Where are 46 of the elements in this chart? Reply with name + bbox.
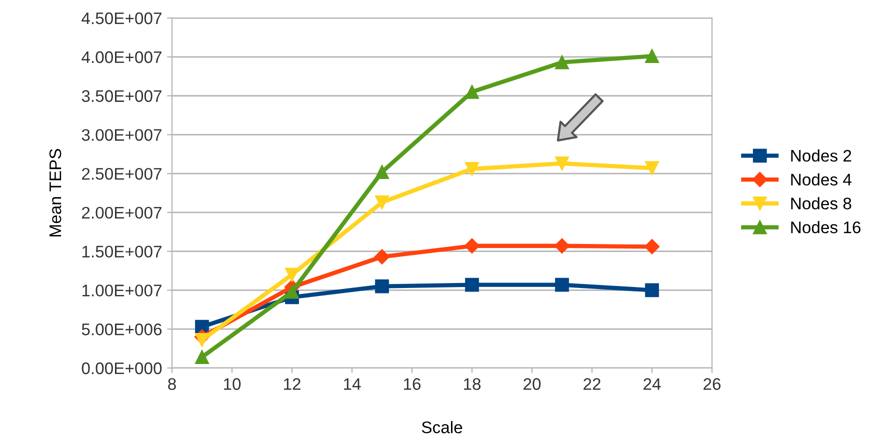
x-tick-label: 8 [168,378,176,390]
point [195,333,209,347]
y-tick-label: 3.00E+007 [82,129,162,141]
point [375,165,389,179]
point [375,279,389,294]
point [465,162,479,176]
legend-label: Nodes 4 [791,173,852,186]
point [645,283,659,298]
x-axis-title: Scale [422,421,462,434]
point [195,350,209,364]
point [555,156,569,170]
point [465,84,479,99]
legend-label: Nodes 8 [791,197,852,210]
point [554,238,570,254]
legend-label: Nodes 16 [791,221,860,234]
x-tick-label: 20 [524,378,541,390]
y-tick-label: 1.00E+007 [82,284,162,296]
point [645,49,659,64]
legend-label: Nodes 2 [791,149,852,162]
x-tick-label: 10 [224,378,241,390]
x-tick-label: 16 [404,378,421,390]
y-tick-label: 4.50E+007 [82,12,162,24]
point [285,268,299,282]
y-tick-label: 3.50E+007 [82,90,162,102]
point [555,55,569,70]
x-tick-label: 12 [284,378,300,390]
y-tick-label: 0.00E+000 [82,362,162,374]
x-tick-label: 14 [344,378,361,390]
x-tick-label: 18 [464,378,481,390]
y-tick-label: 2.00E+007 [82,206,162,219]
point [465,278,479,292]
point [555,278,569,292]
point [645,161,659,176]
x-tick-label: 24 [644,378,661,390]
y-axis-title: Mean TEPS [49,148,62,236]
point [374,249,390,264]
point [375,195,389,210]
y-tick-label: 2.50E+007 [82,168,162,180]
x-tick-label: 22 [584,378,600,390]
y-tick-label: 4.00E+007 [82,51,162,64]
point [285,284,299,299]
point [644,239,660,254]
x-tick-label: 26 [704,378,721,390]
y-tick-label: 5.00E+006 [82,324,162,336]
y-tick-label: 1.50E+007 [82,246,162,258]
point [464,238,480,254]
